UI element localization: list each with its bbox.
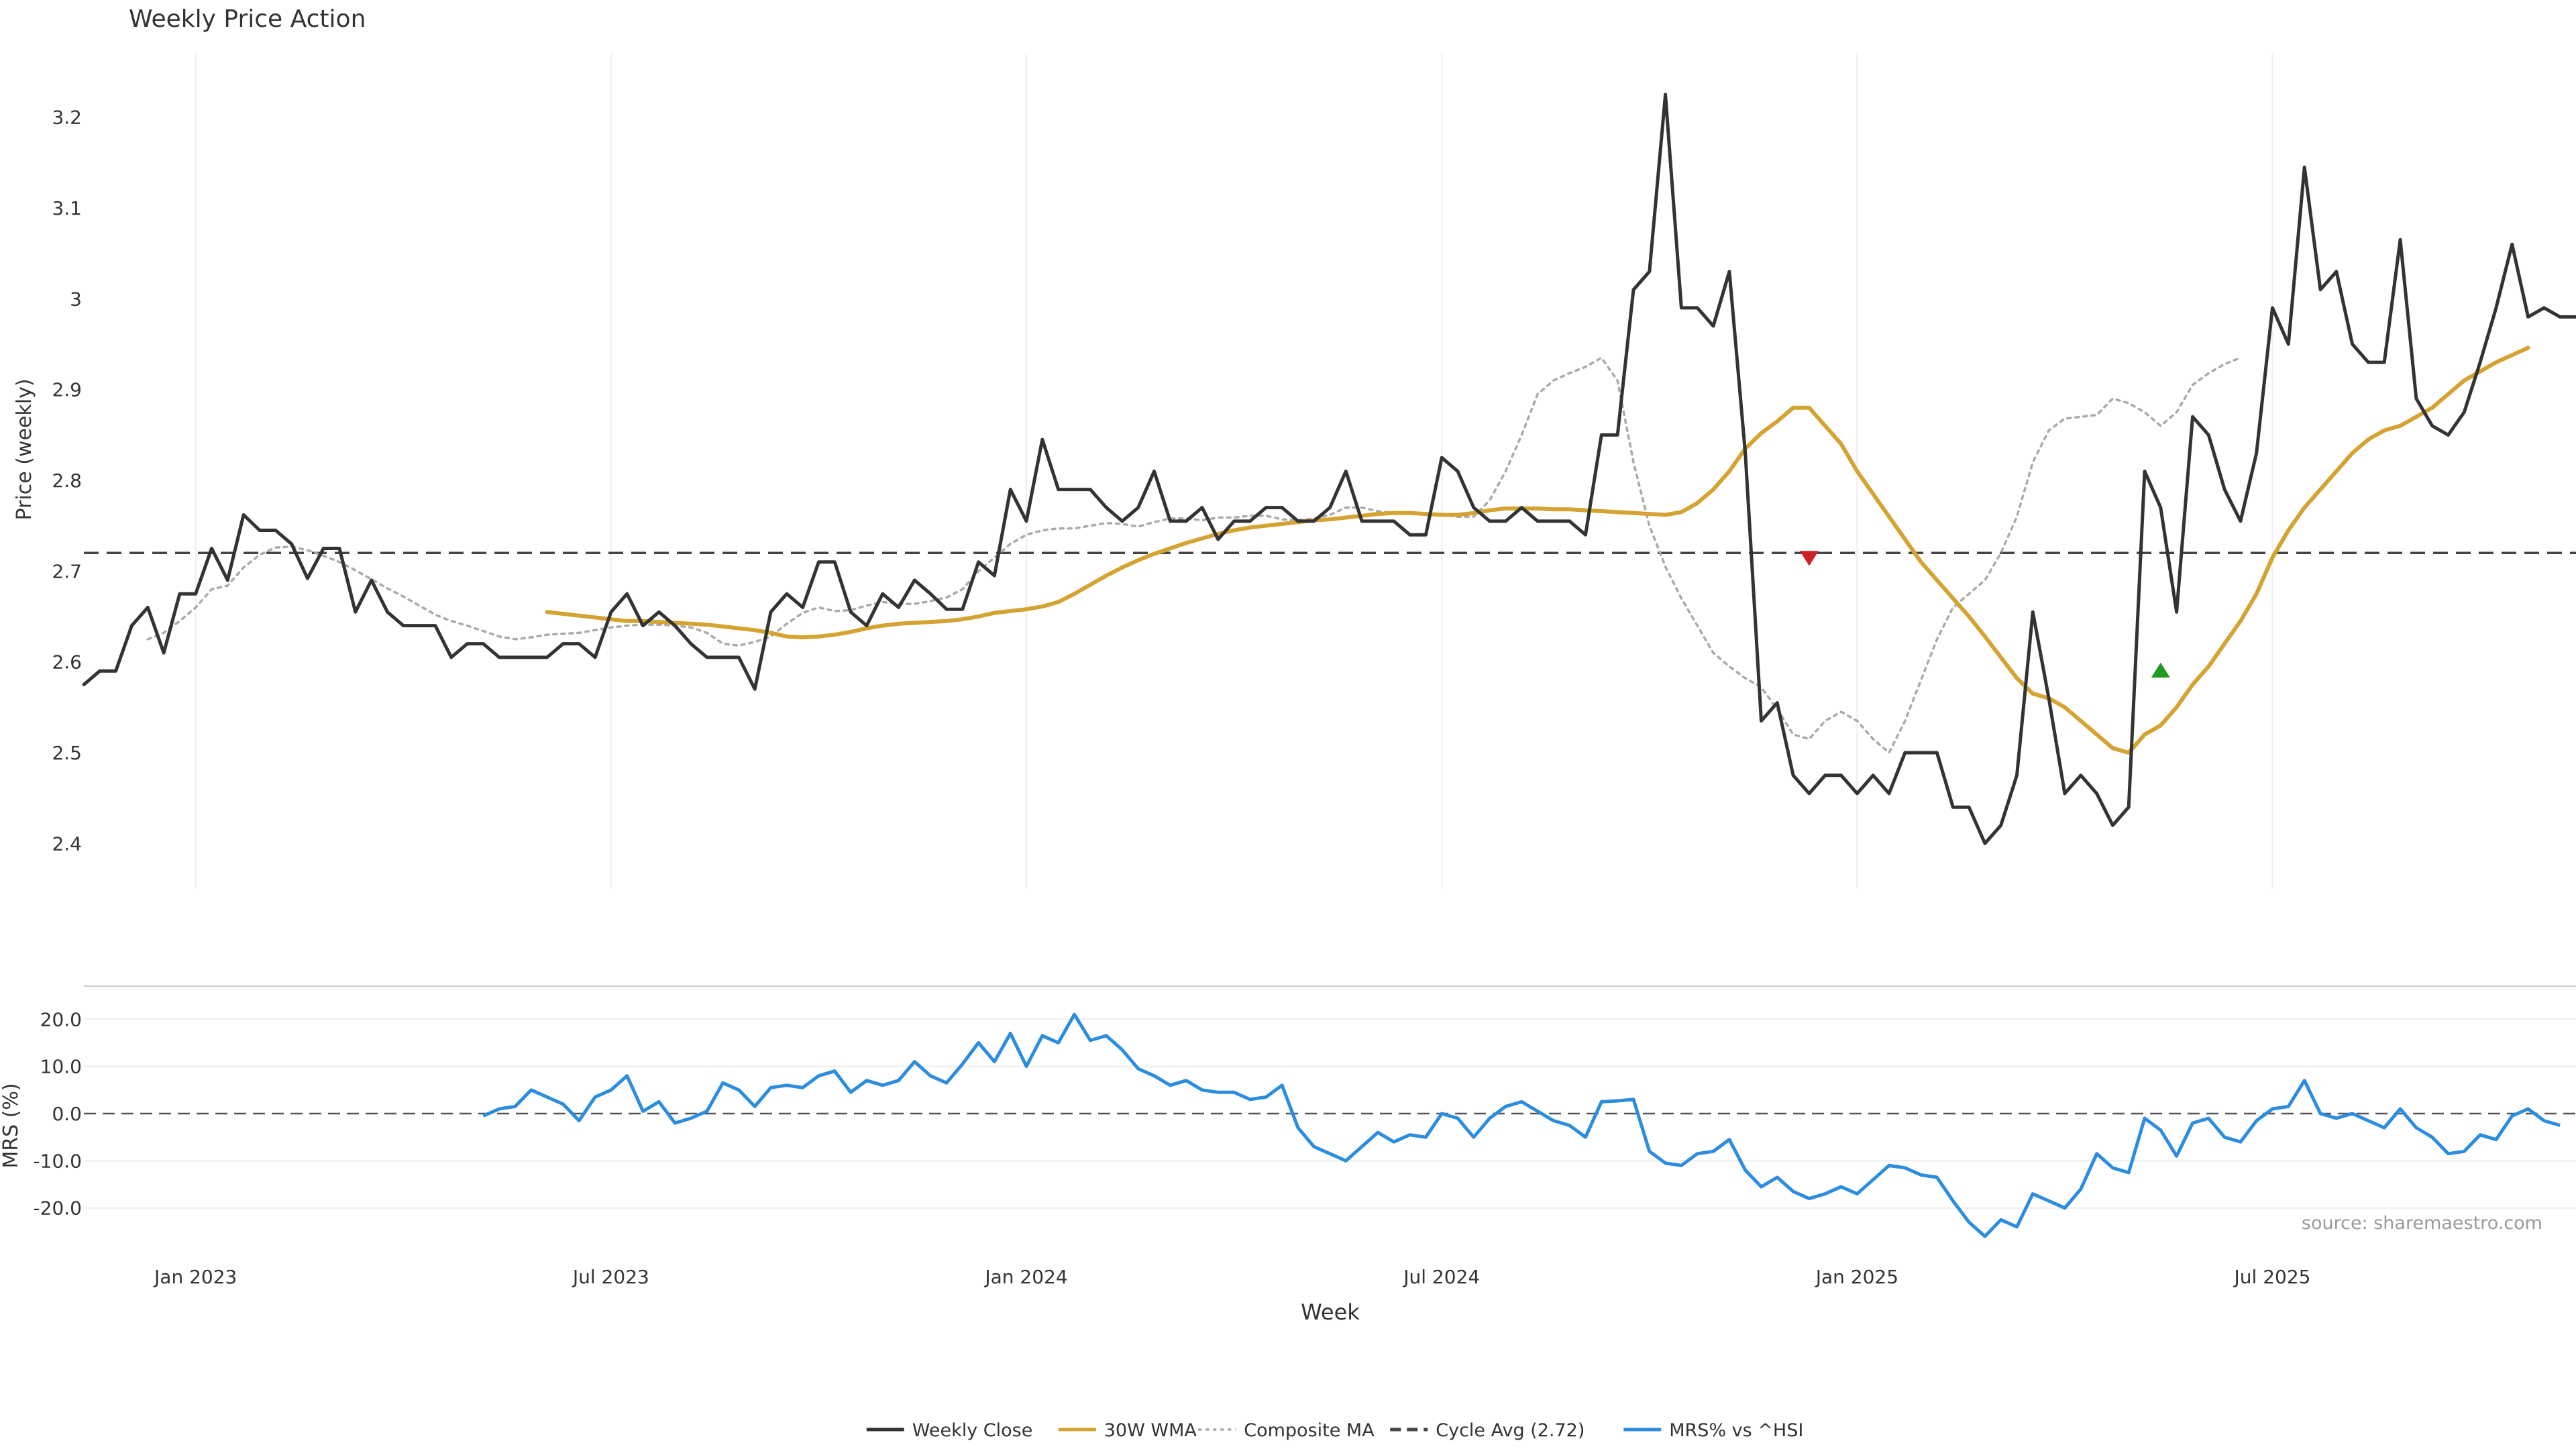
x-tick-label: Jul 2024: [1402, 1266, 1480, 1288]
legend-item-30w-wma: 30W WMA: [1058, 1420, 1197, 1441]
price-ytick-label: 2.4: [52, 833, 82, 855]
chart-title: Weekly Price Action: [129, 5, 366, 33]
price-ytick-label: 2.6: [52, 651, 82, 674]
price-ytick-label: 2.8: [52, 470, 82, 492]
series-line-weekly-close: [82, 93, 2576, 845]
mrs-ytick-label: -20.0: [34, 1197, 82, 1220]
series-line-30w-wma: [545, 345, 2530, 755]
mrs-ytick-label: 20.0: [40, 1008, 82, 1030]
x-ticks: Jan 2023 Jul 2023 Jan 2024 Jul 2024 Jan 2025…: [153, 1266, 2310, 1288]
legend: Weekly Close 30W WMA Composite MA Cycle Avg…: [866, 1420, 1803, 1441]
price-y-axis-label: Price (weekly): [13, 378, 36, 520]
price-y-ticks: 2.4 2.5 2.6 2.7 2.8 2.9 3 3.1 3.2: [52, 107, 82, 855]
legend-item-weekly-close: Weekly Close: [866, 1420, 1033, 1441]
price-panel: Weekly Price Action 2.4 2.5 2.6 2.7 2.8 2.9 3 3…: [13, 5, 2576, 889]
mrs-panel: -20.0 -10.0 0.0 10.0 20.0 MRS (%) Jan 2023 Ju…: [0, 985, 2576, 1325]
source-text: source: sharemaestro.com: [2302, 1213, 2542, 1234]
x-tick-label: Jul 2025: [2233, 1266, 2311, 1288]
x-tick-label: Jan 2024: [983, 1266, 1067, 1288]
legend-label: 30W WMA: [1104, 1420, 1197, 1441]
sell-signal-marker: [1799, 551, 1819, 566]
legend-label: Cycle Avg (2.72): [1436, 1420, 1585, 1441]
mrs-y-ticks: -20.0 -10.0 0.0 10.0 20.0: [34, 1008, 82, 1219]
legend-label: Weekly Close: [912, 1420, 1033, 1441]
price-ytick-label: 2.5: [52, 742, 82, 764]
x-tick-label: Jul 2023: [572, 1266, 649, 1288]
legend-item-mrs-vs-hsi: MRS% vs ^HSI: [1623, 1420, 1803, 1441]
series-line-composite-ma: [146, 356, 2242, 754]
price-ytick-label: 3: [70, 288, 82, 310]
legend-label: MRS% vs ^HSI: [1669, 1420, 1803, 1441]
x-axis-label: Week: [1301, 1299, 1360, 1325]
legend-item-cycle-avg-2-72: Cycle Avg (2.72): [1390, 1420, 1585, 1441]
price-ytick-label: 3.2: [52, 107, 82, 129]
buy-signal-marker: [2151, 662, 2170, 678]
legend-label: Composite MA: [1244, 1420, 1375, 1441]
price-ytick-label: 2.7: [52, 560, 82, 582]
price-series-group: [82, 93, 2576, 845]
mrs-ytick-label: 10.0: [40, 1056, 82, 1078]
price-ytick-label: 2.9: [52, 379, 82, 401]
series-line-mrs: [482, 1012, 2561, 1238]
mrs-ytick-label: -10.0: [34, 1150, 82, 1172]
x-tick-label: Jan 2025: [1815, 1266, 1898, 1288]
mrs-ytick-label: 0.0: [52, 1103, 82, 1125]
legend-item-composite-ma: Composite MA: [1198, 1420, 1375, 1441]
price-gridlines: [195, 54, 2273, 889]
price-ytick-label: 3.1: [52, 197, 82, 219]
signal-markers: [1799, 551, 2170, 678]
mrs-series-group: [482, 1012, 2561, 1238]
mrs-gridlines: [84, 1018, 2576, 1209]
mrs-y-axis-label: MRS (%): [0, 1083, 23, 1168]
x-tick-label: Jan 2023: [153, 1266, 237, 1288]
